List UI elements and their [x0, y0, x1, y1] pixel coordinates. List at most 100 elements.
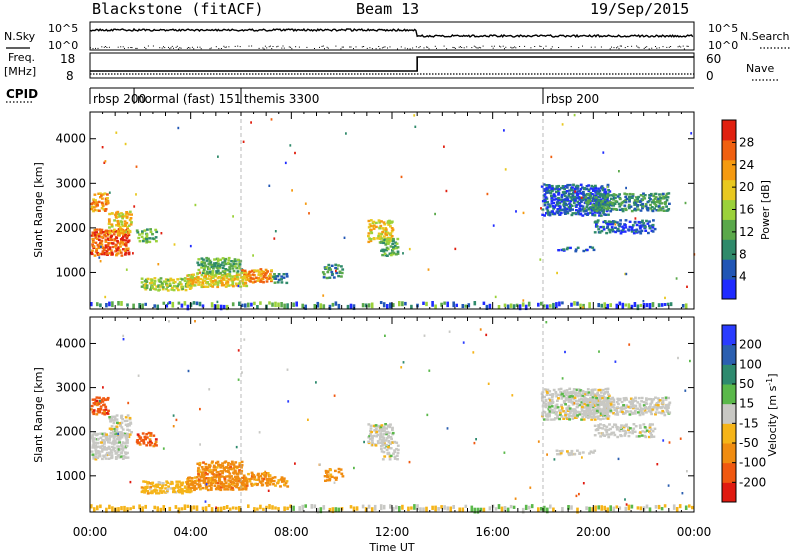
range-gate-cell: [619, 203, 623, 206]
range-gate-cell: [584, 201, 588, 204]
range-gate-cell: [111, 245, 115, 249]
range-gate-cell: [108, 451, 111, 454]
range-gate-cell: [367, 219, 371, 223]
range-gate-cell: [245, 482, 249, 486]
range-gate-cell: [569, 398, 573, 401]
range-gate-cell: [220, 276, 223, 280]
range-gate-cell: [211, 280, 215, 283]
range-gate-cell: [136, 439, 139, 442]
range-gate-cell: [631, 196, 634, 199]
range-gate-cell: [654, 405, 658, 408]
range-gate-cell: [607, 433, 611, 436]
range-gate-cell: [243, 272, 247, 276]
range-gate-cell: [552, 207, 555, 210]
range-gate-cell: [654, 203, 658, 207]
range-gate-cell: [407, 506, 410, 512]
range-gate-cell: [149, 432, 153, 435]
range-gate-cell: [668, 202, 671, 205]
range-gate-cell: [265, 484, 269, 487]
range-gate-cell: [372, 220, 376, 224]
range-gate-cell: [235, 445, 238, 449]
range-gate-cell: [560, 415, 564, 418]
range-gate-cell: [241, 276, 245, 280]
range-gate-cell: [113, 219, 116, 222]
range-gate-cell: [123, 434, 127, 437]
range-gate-cell: [304, 202, 307, 205]
range-gate-cell: [235, 506, 238, 510]
range-gate-cell: [550, 410, 554, 413]
range-gate-cell: [598, 214, 601, 217]
range-gate-cell: [380, 424, 384, 427]
range-gate-cell: [571, 186, 574, 189]
range-gate-cell: [627, 504, 631, 511]
range-gate-cell: [563, 191, 567, 194]
range-gate-cell: [622, 227, 625, 230]
range-gate-cell: [221, 261, 224, 264]
range-gate-cell: [570, 409, 573, 413]
range-gate-cell: [566, 391, 570, 394]
range-gate-cell: [625, 503, 628, 506]
range-gate-cell: [664, 201, 668, 204]
range-gate-cell: [274, 506, 277, 510]
range-gate-cell: [591, 507, 594, 512]
range-gate-cell: [625, 404, 629, 407]
range-gate-cell: [629, 427, 632, 430]
range-gate-cell: [550, 408, 554, 412]
range-gate-cell: [623, 412, 627, 415]
range-gate-cell: [669, 302, 673, 307]
range-gate-cell: [382, 427, 386, 430]
range-gate-cell: [628, 192, 632, 196]
range-gate-cell: [660, 507, 664, 511]
range-gate-cell: [582, 303, 585, 309]
range-gate-cell: [120, 436, 124, 439]
range-gate-cell: [522, 299, 525, 302]
range-gate-cell: [95, 231, 98, 234]
range-gate-cell: [118, 249, 122, 252]
colorbar-band: [722, 344, 736, 365]
range-gate-cell: [580, 200, 583, 203]
range-gate-cell: [170, 288, 174, 291]
range-gate-cell: [151, 285, 154, 288]
range-gate-cell: [369, 224, 373, 228]
range-gate-cell: [221, 270, 225, 273]
range-gate-cell: [391, 428, 394, 432]
range-gate-cell: [123, 419, 127, 423]
range-gate-cell: [555, 403, 559, 406]
range-gate-cell: [560, 193, 564, 197]
range-gate-cell: [628, 413, 632, 416]
range-gate-cell: [286, 368, 289, 371]
range-gate-cell: [601, 187, 605, 190]
range-gate-cell: [108, 437, 111, 441]
range-gate-cell: [95, 449, 98, 453]
range-gate-cell: [604, 201, 607, 204]
range-gate-cell: [656, 397, 660, 400]
range-gate-cell: [162, 505, 166, 511]
range-gate-cell: [662, 197, 665, 200]
range-gate-cell: [606, 507, 609, 513]
range-gate-cell: [550, 155, 553, 159]
range-gate-cell: [153, 442, 157, 446]
range-gate-cell: [550, 202, 554, 205]
range-gate-cell: [137, 441, 141, 444]
range-gate-cell: [328, 266, 331, 270]
range-gate-cell: [642, 423, 646, 426]
range-gate-cell: [104, 238, 108, 241]
range-gate-cell: [391, 247, 395, 251]
range-gate-cell: [298, 506, 301, 511]
range-gate-cell: [584, 196, 588, 199]
range-gate-cell: [621, 410, 624, 414]
range-gate-cell: [587, 391, 591, 394]
range-gate-cell: [102, 455, 106, 458]
range-gate-cell: [589, 405, 593, 408]
range-gate-cell: [386, 237, 389, 241]
range-gate-cell: [612, 222, 615, 225]
range-gate-cell: [223, 261, 227, 264]
range-gate-cell: [241, 279, 244, 283]
range-gate-cell: [216, 300, 219, 304]
range-gate-cell: [578, 207, 581, 210]
range-gate-cell: [223, 476, 226, 479]
range-gate-cell: [556, 186, 559, 189]
range-gate-cell: [617, 457, 620, 461]
range-gate-cell: [150, 491, 154, 495]
range-gate-cell: [591, 189, 595, 192]
